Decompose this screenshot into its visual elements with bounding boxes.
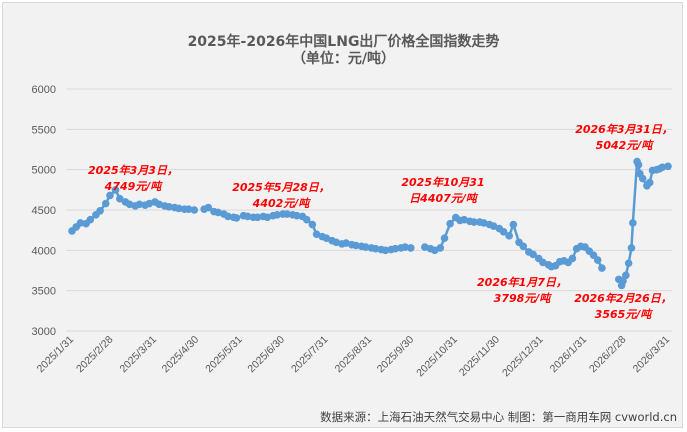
annotations: 2025年3月3日， 4749元/吨 2025年5月28日， 4402元/吨 2025年… — [88, 123, 673, 321]
data-point — [111, 186, 120, 194]
annotation-label: 2026年1月7日， — [477, 276, 567, 289]
data-point — [204, 203, 213, 212]
annotation-label: 2025年10月31 — [401, 176, 484, 189]
data-point — [499, 227, 508, 236]
data-point — [634, 161, 643, 169]
data-point — [664, 162, 672, 171]
x-tick-label: 2025/1/31 — [35, 334, 77, 376]
annotation-value: 4402元/吨 — [252, 197, 312, 210]
data-point — [308, 220, 317, 229]
annotation-label: 2025年5月28日， — [232, 181, 330, 194]
data-point — [273, 211, 282, 219]
data-point — [645, 178, 654, 187]
data-point — [184, 205, 193, 213]
annotation-label: 2026年2月26日， — [574, 292, 672, 305]
data-point — [509, 220, 518, 229]
data-point — [165, 202, 173, 211]
price-series-line — [68, 157, 672, 290]
data-point — [76, 219, 85, 227]
data-point — [243, 212, 252, 221]
x-tick-label: 2025/7/31 — [289, 334, 331, 376]
x-tick-label: 2026/1/31 — [548, 334, 590, 376]
chart-frame — [2, 2, 683, 428]
x-tick-label: 2025/9/30 — [375, 334, 417, 376]
annotation-value: 3798元/吨 — [494, 292, 553, 305]
data-point — [593, 256, 602, 264]
data-point — [406, 244, 415, 252]
data-point — [619, 277, 627, 285]
y-axis-labels: 3000 3500 4000 4500 5000 5500 6000 — [32, 84, 56, 338]
data-point — [190, 206, 199, 214]
data-point — [352, 241, 360, 250]
data-point — [232, 214, 241, 222]
x-tick-label: 2025/12/31 — [500, 334, 546, 380]
data-point — [224, 212, 232, 221]
data-point — [135, 200, 144, 209]
data-point — [627, 244, 636, 252]
data-point — [446, 219, 454, 228]
data-point — [391, 244, 400, 253]
data-point — [401, 243, 409, 251]
data-point — [658, 163, 667, 172]
annotation-label: 2026年3月31日， — [575, 123, 673, 136]
data-point — [293, 211, 301, 220]
x-tick-label: 2026/3/31 — [631, 334, 673, 376]
data-point — [519, 242, 528, 251]
data-point — [283, 210, 291, 218]
data-point — [371, 244, 380, 253]
annotation-value: 4749元/吨 — [104, 180, 164, 193]
x-tick-label: 2025/4/30 — [160, 334, 202, 376]
y-tick-label: 5500 — [32, 124, 56, 136]
data-point — [624, 259, 633, 268]
y-tick-label: 3000 — [32, 326, 56, 338]
x-tick-label: 2025/5/31 — [203, 334, 245, 376]
x-tick-label: 2025/8/31 — [333, 334, 375, 376]
data-point — [440, 234, 449, 243]
data-source-note: 数据来源：上海石油天然气交易中心 制图：第一商用车网 cvworld.cn — [320, 410, 677, 424]
chart-title: 2025年-2026年中国LNG出厂价格全国指数走势 — [187, 34, 500, 50]
data-point — [470, 218, 478, 226]
annotation-value: 3565元/吨 — [595, 308, 654, 321]
x-tick-label: 2025/10/31 — [414, 334, 460, 380]
annotation-label: 2025年3月3日， — [88, 164, 178, 177]
data-point — [175, 204, 183, 213]
data-point — [302, 215, 311, 224]
annotation-value: 日4407元/吨 — [409, 192, 479, 205]
data-point — [622, 271, 630, 280]
data-point — [598, 264, 606, 272]
y-tick-label: 3500 — [32, 286, 56, 298]
data-point — [101, 199, 110, 208]
y-tick-label: 4500 — [32, 205, 56, 217]
data-point — [638, 174, 647, 183]
data-point — [115, 194, 124, 203]
x-tick-label: 2025/6/30 — [245, 334, 287, 376]
data-point — [568, 254, 577, 263]
y-tick-label: 6000 — [32, 84, 56, 96]
x-tick-label: 2025/11/30 — [457, 334, 502, 379]
data-point — [505, 232, 513, 240]
y-tick-label: 4000 — [32, 245, 56, 257]
x-tick-label: 2025/2/28 — [74, 334, 116, 376]
data-point — [629, 219, 637, 227]
data-point — [253, 213, 262, 222]
data-point — [529, 250, 537, 259]
annotation-value: 5042元/吨 — [596, 139, 655, 152]
data-point — [86, 215, 95, 224]
data-point — [381, 246, 390, 255]
data-point — [106, 191, 114, 200]
data-point — [436, 244, 445, 252]
y-tick-label: 5000 — [32, 165, 56, 177]
chart-subtitle: （单位：元/吨） — [291, 51, 396, 67]
x-tick-label: 2026/2/28 — [587, 334, 629, 376]
data-point — [96, 207, 104, 215]
data-point — [361, 243, 370, 251]
x-tick-label: 2025/3/31 — [118, 334, 160, 376]
